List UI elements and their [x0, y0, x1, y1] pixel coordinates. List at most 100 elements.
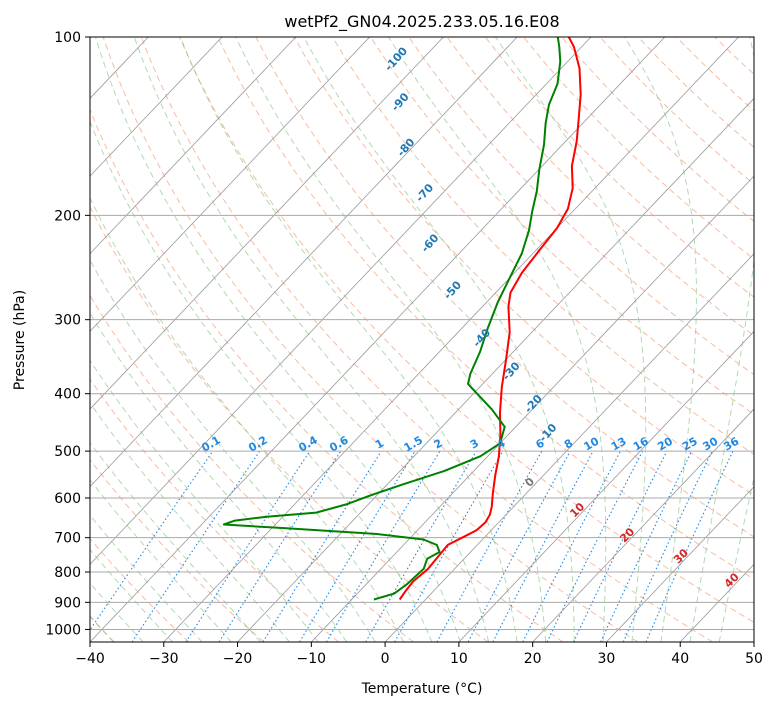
moist-adiabat: [90, 514, 203, 642]
dry-adiabat: [179, 37, 754, 623]
y-tick-label: 300: [54, 313, 81, 329]
dry-adiabat: [255, 37, 754, 538]
mixing-ratio-label: 1: [373, 437, 386, 452]
temperature-profile-line: [398, 37, 582, 601]
dry-adiabat-label: -70: [413, 181, 436, 205]
plot-area: 0.1 0.2 0.4 0.6 1 1.5 2 3 4 6 8 10 13 16 20 25 30 3601020…: [0, 37, 754, 642]
x-tick-label: 50: [745, 651, 763, 667]
y-axis-ticks: 100 200 300 400 500 600 700 800 900 1000: [45, 30, 90, 638]
y-tick-label: 400: [54, 387, 81, 403]
dry-adiabat: [599, 37, 754, 185]
moist-adiabat: [303, 37, 575, 642]
isotherm-line: [90, 37, 518, 488]
dry-adiabat: [714, 37, 754, 75]
mixing-ratio-line: [645, 450, 734, 642]
moist-adiabat-label: 10: [567, 500, 587, 520]
x-tick-label: 0: [381, 651, 390, 667]
dry-adiabat: [484, 37, 754, 298]
dry-adiabat: [561, 37, 754, 223]
moist-adiabat: [235, 37, 547, 642]
dry-adiabat-label: -80: [395, 135, 418, 159]
moist-adiabat: [90, 312, 348, 642]
x-tick-label: 10: [450, 651, 468, 667]
dry-adiabat: [90, 537, 190, 642]
dry-adiabat-label: -40: [470, 326, 493, 350]
y-tick-label: 600: [54, 491, 81, 507]
isotherm-line: [90, 37, 370, 332]
y-tick-label: 100: [54, 30, 81, 46]
x-tick-label: 30: [598, 651, 616, 667]
moist-adiabat: [90, 478, 232, 642]
isotherm-line: [90, 37, 444, 410]
mixing-ratio-line: [299, 450, 416, 642]
isotherm-line: [532, 408, 754, 642]
y-tick-label: 800: [54, 565, 81, 581]
mixing-ratio-line: [546, 450, 644, 642]
mixing-ratio-label: 2: [432, 437, 445, 452]
moist-adiabat: [689, 37, 754, 642]
isotherm-line: [0, 37, 1, 642]
isotherm-line: [458, 330, 754, 642]
mixing-ratio-label: 4: [494, 436, 507, 451]
x-axis-title: Temperature (°C): [361, 681, 483, 697]
x-tick-label: −30: [149, 651, 179, 667]
mixing-ratio-line: [436, 450, 543, 642]
isotherm-line: [384, 253, 754, 642]
mixing-ratio-line: [600, 450, 693, 642]
moist-adiabat: [90, 196, 405, 642]
y-tick-label: 500: [54, 444, 81, 460]
pressure-gridlines: [90, 37, 754, 630]
moist-adiabat: [623, 37, 697, 642]
x-axis-ticks: −40 −30 −20 −10 0 10 20 30 40 50: [75, 642, 763, 667]
moist-adiabat: [718, 475, 754, 642]
moist-adiabat: [179, 37, 518, 642]
moist-adiabat: [95, 37, 461, 642]
dry-adiabat-label: -20: [522, 392, 545, 416]
skewed-isotherms: [0, 37, 754, 642]
dry-adiabat: [408, 37, 754, 376]
dry-adiabat-label: -100: [382, 44, 410, 73]
mixing-ratio-line: [90, 450, 214, 631]
isotherm-line: [90, 37, 592, 565]
mixing-ratio-line: [573, 450, 668, 642]
mixing-ratio-line: [522, 450, 621, 642]
dry-adiabat: [523, 37, 754, 260]
moist-adiabat-label: 40: [722, 570, 742, 590]
mixing-ratio-line: [218, 450, 342, 642]
dry-adiabat: [752, 37, 754, 39]
moist-adiabat: [133, 37, 490, 642]
plot-frame: [89, 36, 755, 643]
moist-adiabat-label: 20: [617, 525, 637, 545]
mixing-ratio-line: [467, 450, 571, 642]
moist-adiabat: [388, 37, 607, 642]
isotherm-line: [237, 97, 754, 642]
dry-adiabat-label: -50: [441, 278, 464, 302]
isotherm-line: [679, 563, 754, 642]
dry-adiabat: [293, 37, 754, 496]
isotherm-line: [90, 37, 297, 255]
dry-adiabat: [90, 108, 564, 642]
y-tick-label: 200: [54, 208, 81, 224]
dewpoint-profile-line: [222, 37, 562, 601]
y-axis-title: Pressure (hPa): [12, 290, 28, 390]
isotherm-line: [90, 37, 223, 177]
dry-adiabat: [331, 37, 754, 455]
moist-adiabat: [90, 441, 261, 642]
isotherm-line: [753, 641, 754, 642]
dry-adiabat-label: -90: [389, 90, 412, 114]
isotherm-line: [163, 37, 739, 642]
y-tick-label: 1000: [45, 622, 81, 638]
dry-adiabat: [140, 37, 713, 642]
isotherm-line: [311, 175, 754, 642]
mixing-ratio-line: [394, 450, 504, 642]
y-tick-label: 700: [54, 531, 81, 547]
dry-adiabat: [90, 378, 339, 642]
dry-adiabat: [90, 459, 265, 642]
moist-adiabat: [90, 120, 433, 642]
chart-title: wetPf2_GN04.2025.233.05.16.E08: [284, 12, 559, 32]
isotherm-line: [90, 37, 666, 642]
moist-adiabat: [90, 402, 290, 642]
x-tick-label: −10: [297, 651, 327, 667]
isotherm-line: [606, 486, 754, 642]
